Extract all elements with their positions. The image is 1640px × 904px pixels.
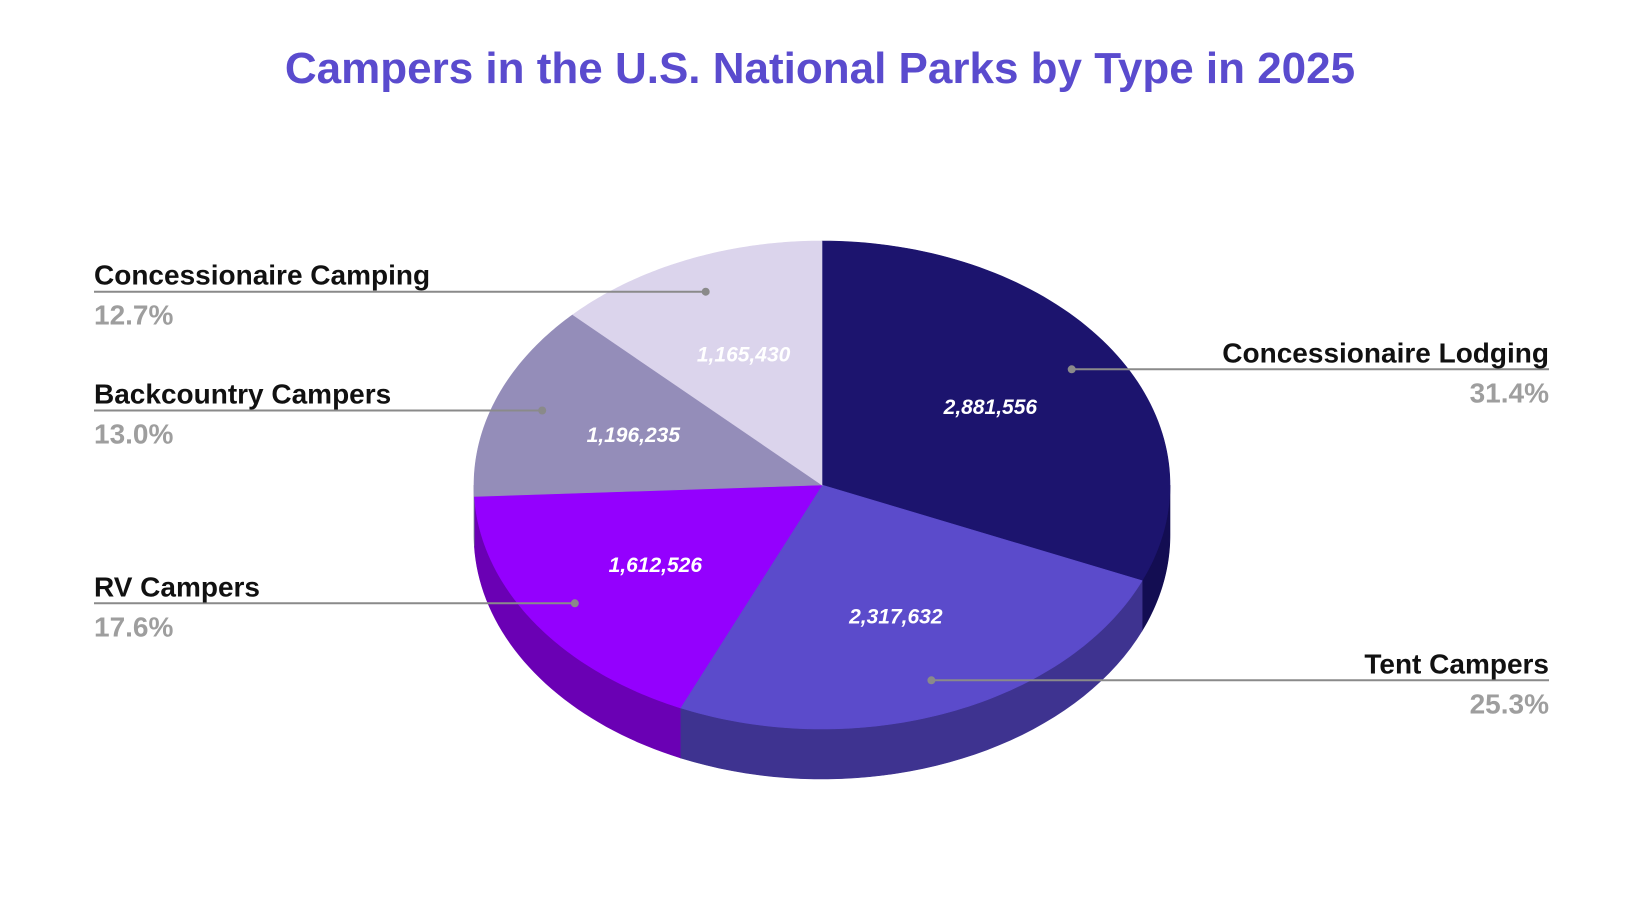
pie-slice-concessionaire-lodging: [821, 240, 1171, 582]
slice-value-label: 2,881,556: [943, 396, 1038, 419]
pie-slice-concessionaire-camping: [572, 240, 823, 486]
pie-slice-tent-campers: [679, 484, 1143, 730]
category-label-backcountry-campers: Backcountry Campers: [94, 379, 391, 410]
slice-value-label: 1,196,235: [587, 424, 681, 447]
slice-value-label: 1,165,430: [697, 344, 791, 367]
leader-dot: [570, 599, 579, 608]
percent-label: 17.6%: [94, 611, 173, 642]
slice-value-label: 1,612,526: [609, 554, 703, 577]
pie-slice-rv-campers: [474, 484, 823, 709]
percent-label: 25.3%: [1470, 688, 1549, 719]
percent-label: 31.4%: [1470, 377, 1549, 408]
category-label-tent-campers: Tent Campers: [1364, 648, 1549, 679]
leader-dot: [538, 406, 547, 415]
percent-label: 12.7%: [94, 300, 173, 331]
category-label-rv-campers: RV Campers: [94, 571, 260, 602]
category-label-concessionaire-lodging: Concessionaire Lodging: [1222, 337, 1549, 368]
chart-title: Campers in the U.S. National Parks by Ty…: [284, 44, 1356, 93]
slice-value-label: 2,317,632: [848, 606, 943, 629]
pie-slices: [473, 240, 1171, 730]
pie-slice-backcountry-campers: [473, 314, 823, 497]
leader-dot: [927, 676, 936, 685]
percent-label: 13.0%: [94, 419, 173, 450]
pie-labels: 2,881,556 2,317,632 1,612,526 1,196,235 1,16…: [94, 260, 1549, 719]
category-label-concessionaire-camping: Concessionaire Camping: [94, 260, 430, 291]
leader-dot: [701, 287, 710, 296]
leader-dot: [1067, 365, 1076, 374]
